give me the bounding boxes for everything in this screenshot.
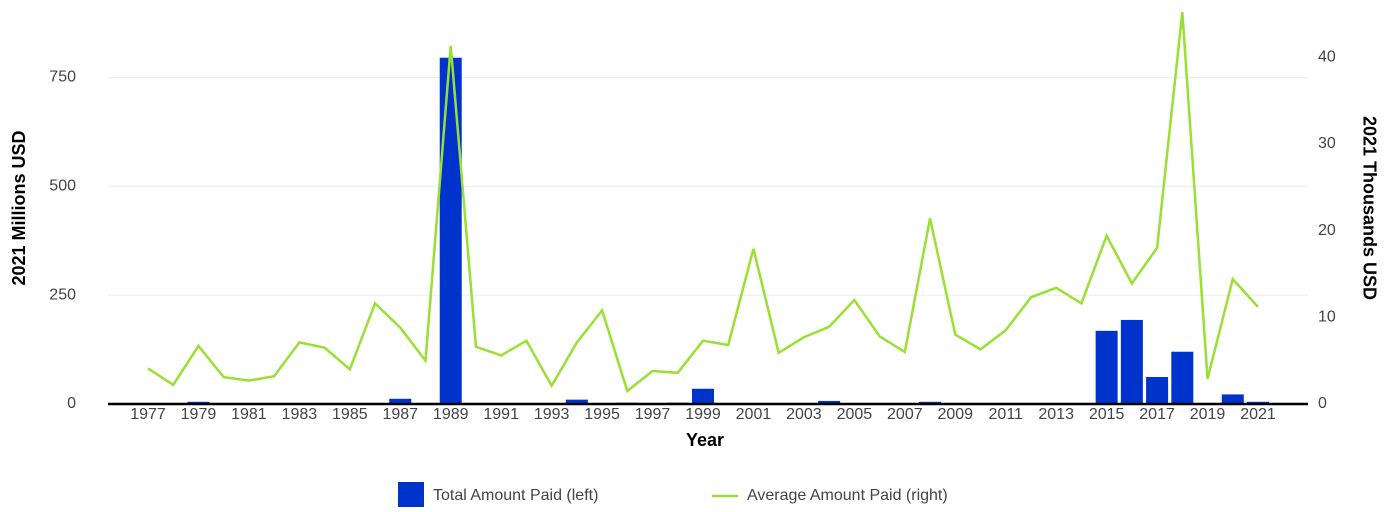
bar (565, 399, 588, 404)
bar (1120, 319, 1143, 404)
x-tick-label: 2015 (1089, 406, 1125, 423)
legend-swatch (398, 482, 424, 508)
legend-label: Average Amount Paid (right) (747, 487, 948, 504)
y2-axis-title: 2021 Thousands USD (1359, 116, 1379, 300)
x-tick-label: 1985 (332, 406, 368, 423)
x-tick-label: 2011 (989, 406, 1024, 423)
x-tick-label: 1995 (584, 406, 620, 423)
x-tick-label: 1999 (685, 406, 721, 423)
y-tick-label: 250 (49, 286, 76, 303)
x-tick-label: 2019 (1190, 406, 1226, 423)
y2-tick-label: 10 (1318, 308, 1336, 325)
x-tick-label: 1997 (635, 406, 671, 423)
x-tick-label: 2007 (887, 406, 923, 423)
line (147, 11, 1259, 394)
legend-label: Total Amount Paid (left) (433, 487, 598, 504)
x-tick-label: 1979 (181, 406, 217, 423)
x-tick-label: 1981 (231, 406, 267, 423)
x-axis-title: Year (686, 430, 724, 450)
y-axis-title: 2021 Millions USD (9, 130, 29, 285)
x-tick-label: 1987 (382, 406, 418, 423)
y-tick-label: 750 (49, 69, 76, 86)
bar (818, 400, 841, 404)
x-tick-label: 1977 (130, 406, 166, 423)
bar (389, 398, 412, 404)
x-tick-label: 2003 (786, 406, 822, 423)
x-tick-label: 2005 (837, 406, 873, 423)
y-tick-label: 500 (49, 177, 76, 194)
y2-tick-label: 20 (1318, 222, 1336, 239)
y-tick-label: 0 (67, 395, 76, 412)
x-tick-label: 1991 (483, 406, 519, 423)
y2-tick-label: 40 (1318, 48, 1336, 65)
x-tick-label: 2001 (736, 406, 772, 423)
bar (1171, 351, 1194, 404)
bar (1095, 330, 1118, 404)
x-tick-label: 2021 (1240, 406, 1276, 423)
x-tick-label: 1989 (433, 406, 469, 423)
bar (692, 388, 714, 404)
bar (1221, 394, 1244, 404)
x-tick-label: 2009 (937, 406, 973, 423)
x-tick-label: 2013 (1038, 406, 1074, 423)
x-tick-label: 1983 (282, 406, 318, 423)
bar (1146, 376, 1169, 404)
x-tick-label: 1993 (534, 406, 570, 423)
y2-tick-label: 30 (1318, 135, 1336, 152)
bar (439, 57, 462, 404)
x-tick-label: 2017 (1139, 406, 1175, 423)
y2-tick-label: 0 (1318, 395, 1327, 412)
